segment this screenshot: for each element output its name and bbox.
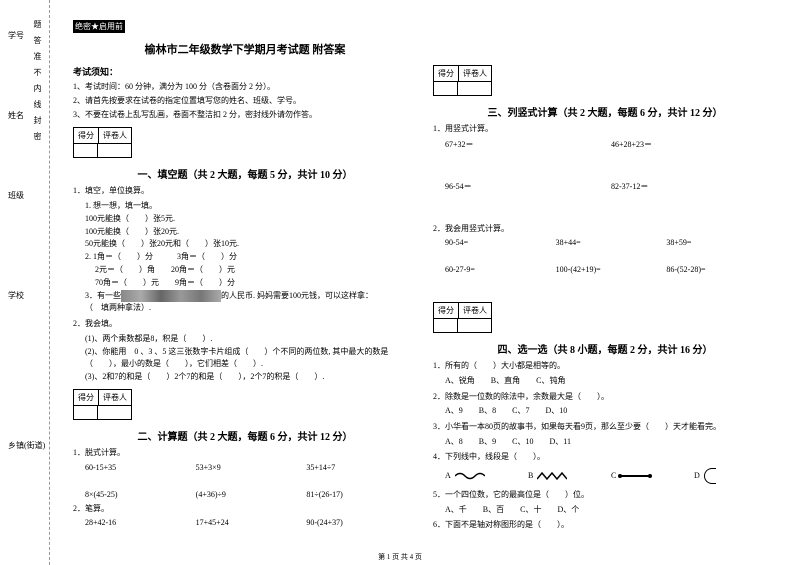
shape-options: A B C D — [433, 468, 777, 484]
calc-row: 67+32＝46+28+23＝ — [433, 139, 777, 150]
binding-label-class: 班级 — [8, 190, 24, 201]
opts: A、8 B、9 C、10 D、11 — [433, 436, 777, 449]
wave-icon — [455, 471, 485, 481]
opts: A、9 B、8 C、7 D、10 — [433, 405, 777, 418]
q1-line: 100元能换（ ）张5元. — [73, 213, 417, 226]
opts: A、千 B、百 C、十 D、个 — [433, 504, 777, 517]
s3-q1: 1．用竖式计算。 — [433, 122, 777, 136]
notice-heading: 考试须知： — [73, 65, 417, 78]
q1: 1．填空，单位换算。 — [73, 184, 417, 198]
q1-line: 100元能换（ ）张20元. — [73, 226, 417, 239]
s4-q6: 6．下面不是轴对称图形的是（ ）。 — [433, 518, 777, 532]
q2-line: (3)、2和7的和是（ ）2个7的和是（ ），2个7的积是（ ）. — [73, 371, 417, 384]
page-footer: 第 1 页 共 4 页 — [0, 552, 800, 562]
s2-q2: 2．笔算。 — [73, 502, 417, 516]
section-2-title: 二、计算题（共 2 大题，每题 6 分，共计 12 分） — [73, 428, 417, 443]
calc-row: 60-15+3553+3×935+14÷7 — [73, 463, 417, 472]
seal-text: 题答准不内线封密 — [32, 20, 43, 148]
calc-row: 28+42-1617+45+2490-(24+37) — [73, 518, 417, 527]
content-area: 绝密★启用前 榆林市二年级数学下学期月考试题 附答案 考试须知： 1、考试时间：… — [50, 0, 800, 565]
s4-q2: 2．除数是一位数的除法中，余数最大是（ ）。 — [433, 390, 777, 404]
calc-row: 60-27-9=100-(42+19)=86-(52-28)= — [433, 265, 777, 274]
binding-label-id: 学号 — [8, 30, 24, 41]
q1-3c: （ 填两种拿法）. — [73, 302, 417, 315]
section-1-title: 一、填空题（共 2 大题，每题 5 分，共计 10 分） — [73, 166, 417, 181]
binding-label-school: 学校 — [8, 290, 24, 301]
exam-title: 榆林市二年级数学下学期月考试题 附答案 — [73, 41, 417, 57]
q1-3: 3．有一些的人民币. 妈妈需要100元钱，可以这样拿： — [73, 290, 417, 303]
q1-line: 2. 1角＝（ ）分 3角＝（ ）分 — [73, 251, 417, 264]
s2-q1: 1．脱式计算。 — [73, 446, 417, 460]
binding-label-name: 姓名 — [8, 110, 24, 121]
score-box: 得分评卷人 — [433, 65, 492, 96]
q1-line: 70角＝（ ）元 9角＝（ ）分 — [73, 277, 417, 290]
zigzag-icon — [537, 471, 567, 481]
opts: A、锐角 B、直角 C、钝角 — [433, 375, 777, 388]
q1-line: 2元＝（ ）角 20角＝（ ）元 — [73, 264, 417, 277]
money-image — [121, 290, 221, 302]
calc-row: 96-54＝82-37-12＝ — [433, 181, 777, 192]
calc-row: 8×(45-25)(4+36)÷981÷(26-17) — [73, 490, 417, 499]
binding-column: 学号 姓名 班级 学校 乡镇(街道) 题答准不内线封密 — [0, 0, 50, 565]
right-column: 得分评卷人 三、列竖式计算（共 2 大题，每题 6 分，共计 12 分） 1．用… — [425, 20, 785, 555]
left-column: 绝密★启用前 榆林市二年级数学下学期月考试题 附答案 考试须知： 1、考试时间：… — [65, 20, 425, 555]
s3-q2: 2．我会用竖式计算。 — [433, 222, 777, 236]
q2-line: (2)、你能用 0 、3 、5 这三张数字卡片组成（ ）个不同的两位数, 其中最… — [73, 346, 417, 372]
score-box: 得分评卷人 — [433, 302, 492, 333]
section-4-title: 四、选一选（共 8 小题，每题 2 分，共计 16 分） — [433, 341, 777, 356]
calc-row: 90-54=38+44=38+59= — [433, 238, 777, 247]
s4-q4: 4．下列线中，线段是（ ）。 — [433, 450, 777, 464]
notice-item: 3、不要在试卷上乱写乱画，卷面不整洁扣 2 分，密封线外请勿作答。 — [73, 109, 417, 122]
arc-icon — [704, 468, 716, 484]
score-box: 得分评卷人 — [73, 389, 132, 420]
s4-q1: 1．所有的（ ）大小都是相等的。 — [433, 359, 777, 373]
q2: 2．我会填。 — [73, 317, 417, 331]
s4-q3: 3．小华看一本80页的故事书，如果每天看9页，那么至少要（ ）天才能看完。 — [433, 420, 777, 434]
section-3-title: 三、列竖式计算（共 2 大题，每题 6 分，共计 12 分） — [433, 104, 777, 119]
q2-line: (1)、两个乘数都是8，积是（ ）. — [73, 333, 417, 346]
q1-sub: 1. 想一想，填一填。 — [73, 200, 417, 213]
notice-item: 2、请首先按要求在试卷的指定位置填写您的姓名、班级、学号。 — [73, 95, 417, 108]
q1-line: 50元能换（ ）张20元和（ ）张10元. — [73, 238, 417, 251]
notice-item: 1、考试时间：60 分钟，满分为 100 分（含卷面分 2 分）。 — [73, 81, 417, 94]
binding-label-town: 乡镇(街道) — [8, 440, 45, 451]
s4-q5: 5．一个四位数，它的最高位是（ ）位。 — [433, 488, 777, 502]
score-box: 得分评卷人 — [73, 127, 132, 158]
exam-page: 学号 姓名 班级 学校 乡镇(街道) 题答准不内线封密 绝密★启用前 榆林市二年… — [0, 0, 800, 565]
confidential-mark: 绝密★启用前 — [73, 20, 417, 33]
segment-icon — [620, 475, 650, 477]
